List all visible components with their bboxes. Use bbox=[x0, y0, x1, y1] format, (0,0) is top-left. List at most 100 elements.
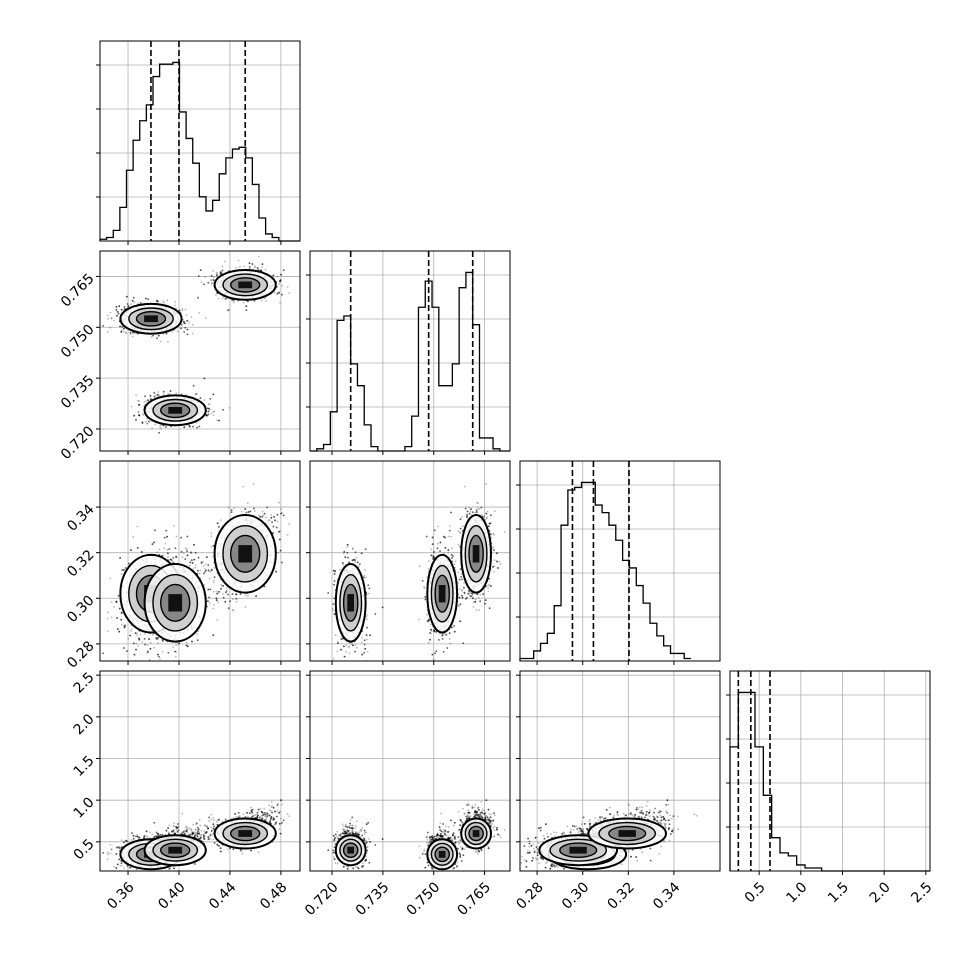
sample-point bbox=[248, 266, 251, 268]
sample-point bbox=[197, 296, 199, 299]
sample-point bbox=[276, 276, 279, 278]
sample-point bbox=[182, 322, 185, 324]
sample-point bbox=[159, 424, 162, 426]
sample-point bbox=[185, 314, 188, 316]
sample-point bbox=[183, 331, 186, 333]
histogram-step bbox=[99, 61, 300, 242]
sample-point bbox=[207, 407, 209, 410]
panel-frame bbox=[99, 40, 301, 242]
sample-point bbox=[218, 419, 220, 422]
sample-point bbox=[251, 263, 254, 265]
sample-point bbox=[208, 403, 211, 406]
sample-point bbox=[149, 394, 152, 397]
sample-point bbox=[132, 331, 134, 334]
sample-point bbox=[188, 321, 191, 324]
sample-point bbox=[156, 393, 159, 396]
sample-point bbox=[186, 319, 189, 322]
sample-point bbox=[232, 299, 235, 302]
sample-point bbox=[156, 300, 159, 303]
sample-point bbox=[115, 306, 118, 308]
sample-point bbox=[256, 267, 259, 269]
sample-point bbox=[278, 291, 280, 294]
sample-point bbox=[198, 312, 201, 314]
sample-point bbox=[153, 391, 156, 394]
sample-point bbox=[215, 274, 218, 277]
sample-point bbox=[205, 414, 208, 417]
sample-point bbox=[126, 303, 129, 305]
sample-point bbox=[198, 425, 201, 428]
sample-point bbox=[264, 268, 267, 271]
sample-point bbox=[217, 297, 220, 300]
sample-point bbox=[139, 302, 142, 304]
sample-point bbox=[206, 414, 208, 416]
sample-point bbox=[183, 321, 185, 323]
histogram-panel bbox=[516, 460, 721, 665]
sample-point bbox=[200, 281, 203, 284]
sample-point bbox=[158, 431, 161, 434]
sample-point bbox=[138, 403, 141, 406]
sample-point bbox=[247, 300, 249, 303]
sample-point bbox=[132, 331, 134, 334]
sample-point bbox=[198, 425, 201, 428]
sample-point bbox=[167, 393, 169, 395]
sample-point bbox=[199, 397, 202, 400]
sample-point bbox=[138, 403, 141, 406]
sample-point bbox=[228, 308, 231, 311]
histogram-step bbox=[729, 691, 930, 872]
sample-point bbox=[171, 331, 174, 333]
sample-point bbox=[152, 334, 155, 337]
sample-point bbox=[180, 327, 183, 330]
sample-point bbox=[156, 337, 158, 340]
sample-point bbox=[245, 309, 248, 311]
sample-point bbox=[127, 305, 130, 307]
sample-point bbox=[184, 308, 187, 311]
sample-point bbox=[207, 410, 210, 413]
sample-point bbox=[279, 301, 281, 304]
sample-point bbox=[186, 320, 189, 322]
sample-point bbox=[242, 301, 245, 304]
sample-point bbox=[161, 424, 163, 427]
sample-point bbox=[133, 301, 136, 303]
sample-point bbox=[110, 317, 113, 319]
sample-point bbox=[212, 393, 215, 396]
sample-point bbox=[178, 309, 181, 312]
sample-point bbox=[119, 325, 121, 328]
sample-point bbox=[243, 265, 246, 268]
histogram-panel bbox=[96, 40, 301, 245]
sample-point bbox=[118, 305, 121, 308]
sample-point bbox=[156, 337, 158, 340]
sample-point bbox=[115, 306, 118, 308]
sample-point bbox=[192, 425, 194, 428]
sample-point bbox=[256, 267, 259, 269]
sample-point bbox=[144, 395, 146, 398]
sample-point bbox=[221, 269, 224, 272]
sample-point bbox=[148, 420, 150, 423]
sample-point bbox=[123, 327, 125, 330]
sample-point bbox=[186, 320, 189, 322]
sample-point bbox=[127, 305, 130, 307]
sample-point bbox=[145, 420, 148, 423]
sample-point bbox=[125, 295, 128, 298]
sample-point bbox=[248, 262, 251, 264]
sample-point bbox=[120, 308, 123, 311]
sample-point bbox=[209, 279, 212, 281]
sample-point bbox=[139, 302, 142, 304]
sample-point bbox=[121, 326, 124, 328]
sample-point bbox=[221, 265, 224, 268]
sample-point bbox=[261, 263, 264, 265]
sample-point bbox=[219, 273, 222, 275]
sample-point bbox=[272, 274, 275, 277]
sample-point bbox=[132, 296, 135, 299]
sample-point bbox=[197, 296, 199, 299]
sample-point bbox=[165, 332, 168, 335]
sample-point bbox=[207, 281, 210, 284]
sample-point bbox=[121, 326, 124, 328]
sample-point bbox=[210, 279, 213, 282]
sample-point bbox=[281, 284, 283, 287]
sample-point bbox=[141, 422, 144, 424]
histogram-panel bbox=[306, 250, 511, 455]
sample-point bbox=[167, 340, 169, 343]
sample-point bbox=[137, 410, 140, 413]
sample-point bbox=[261, 263, 264, 265]
sample-point bbox=[138, 414, 141, 417]
